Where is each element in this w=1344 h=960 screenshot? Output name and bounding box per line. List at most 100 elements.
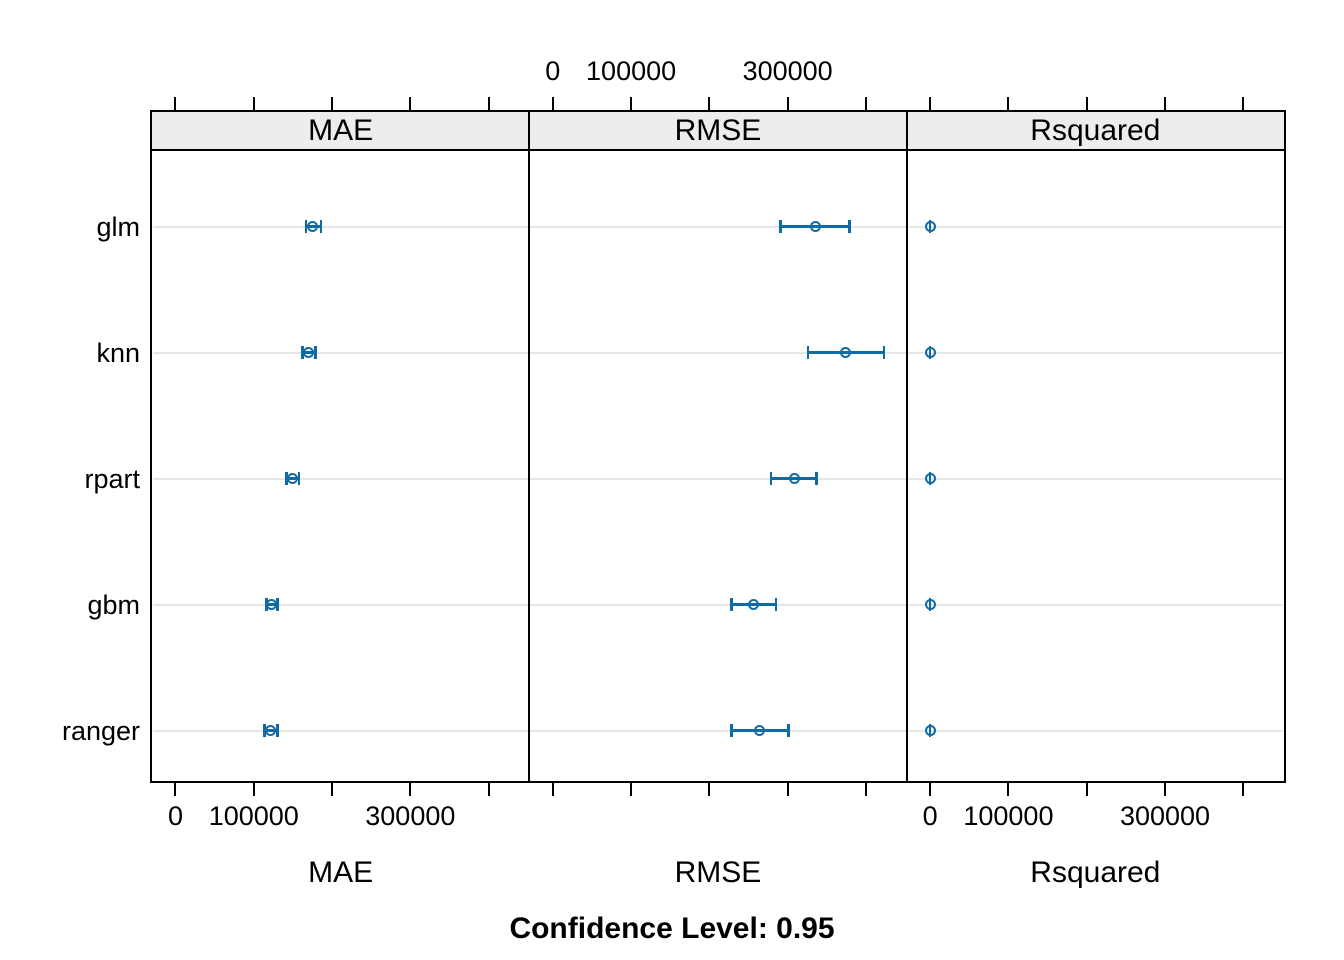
bottom-axis-tick (551, 783, 554, 796)
ci-cap-upper (297, 472, 301, 486)
strip-MAE: MAE (308, 114, 374, 147)
top-axis-tick-label: 100000 (586, 56, 677, 86)
ci-cap-upper (787, 724, 790, 738)
row-label-rpart: rpart (84, 463, 140, 494)
grid-row-line (907, 729, 1283, 732)
top-axis-tick (630, 97, 633, 111)
top-axis-tick (786, 97, 789, 111)
bottom-axis-tick-label: 0 (922, 801, 938, 831)
bottom-axis-tick-label: 300000 (365, 801, 456, 831)
panel-divider (528, 110, 531, 783)
ci-cap-upper (882, 346, 886, 360)
top-axis-tick (1007, 97, 1010, 111)
bottom-axis-tick (1242, 783, 1245, 796)
point-rpart-RMSE (789, 473, 801, 485)
grid-row-line (907, 603, 1283, 606)
top-axis-tick (252, 97, 255, 111)
ci-cap-upper (319, 220, 323, 234)
top-axis-tick-label: 300000 (742, 56, 833, 86)
point-glm-MAE (306, 221, 318, 233)
ci-cap-upper (815, 472, 818, 486)
bottom-axis-tick (708, 783, 711, 796)
ci-cap-lower (304, 220, 308, 234)
grid-row-line (907, 477, 1283, 480)
grid-row-line (530, 603, 906, 606)
panel-area-box (150, 149, 1286, 783)
ci-cap-lower (730, 598, 733, 612)
ci-cap-lower (285, 472, 288, 486)
grid-row-line (153, 477, 529, 480)
row-label-gbm: gbm (87, 589, 140, 620)
top-axis-tick (708, 97, 711, 111)
bottom-axis-tick (630, 783, 633, 796)
bottom-axis-tick (786, 783, 789, 796)
bottom-axis-tick (1007, 783, 1010, 796)
point-rpart-Rsquared (924, 473, 936, 485)
bottom-axis-tick-label: 0 (167, 801, 183, 831)
bottom-axis-tick (1164, 783, 1166, 796)
ci-cap-lower (779, 220, 782, 234)
axis-title-RMSE: RMSE (674, 856, 762, 889)
grid-row-line (153, 225, 529, 228)
point-knn-RMSE (840, 347, 852, 359)
grid-row-line (530, 729, 906, 732)
bottom-axis-tick-label: 100000 (963, 801, 1054, 831)
bottom-axis-tick-label: 300000 (1119, 801, 1211, 831)
axis-title-Rsquared: Rsquared (1030, 856, 1161, 889)
axis-title-MAE: MAE (308, 856, 374, 889)
point-ranger-Rsquared (924, 725, 936, 737)
ci-cap-upper (276, 598, 279, 612)
point-gbm-MAE (266, 599, 278, 611)
grid-row-line (907, 351, 1283, 354)
top-axis-tick (551, 97, 554, 111)
ci-cap-lower (769, 472, 773, 486)
point-glm-Rsquared (924, 221, 936, 233)
point-ranger-RMSE (753, 725, 765, 737)
top-axis-tick (1085, 97, 1088, 111)
grid-row-line (153, 603, 529, 606)
grid-row-line (530, 477, 906, 480)
bottom-axis-tick (487, 783, 490, 796)
row-label-ranger: ranger (61, 715, 140, 746)
top-axis-tick (1164, 97, 1166, 111)
grid-row-line (153, 351, 529, 354)
row-label-glm: glm (96, 211, 140, 242)
bottom-axis-tick (252, 783, 255, 796)
bottom-axis-tick (1085, 783, 1088, 796)
confidence-level-title: Confidence Level: 0.95 (509, 912, 835, 945)
panel-divider (905, 110, 908, 783)
grid-row-line (153, 729, 529, 732)
strip-Rsquared: Rsquared (1030, 114, 1161, 147)
grid-row-line (907, 225, 1283, 228)
ci-cap-lower (301, 346, 304, 360)
top-axis-tick-label: 0 (545, 56, 561, 86)
grid-row-line (530, 225, 906, 228)
top-axis-tick (409, 97, 412, 111)
strip-RMSE: RMSE (674, 114, 762, 147)
top-axis-tick (864, 97, 867, 111)
bottom-axis-tick (409, 783, 412, 796)
ci-cap-upper (276, 724, 279, 738)
top-axis-tick (929, 97, 932, 111)
top-axis-tick (331, 97, 334, 111)
point-rpart-MAE (287, 473, 299, 485)
row-label-knn: knn (96, 337, 140, 368)
bottom-axis-tick (929, 783, 932, 796)
point-gbm-Rsquared (924, 599, 936, 611)
ci-cap-upper (774, 598, 778, 612)
point-glm-RMSE (810, 221, 822, 233)
point-ranger-MAE (265, 725, 277, 737)
point-knn-MAE (303, 347, 315, 359)
ci-cap-upper (314, 346, 317, 360)
ci-cap-lower (263, 724, 266, 738)
top-axis-tick (174, 97, 177, 111)
bottom-axis-tick-label: 100000 (208, 801, 299, 831)
top-axis-tick (1242, 97, 1245, 111)
ci-cap-lower (730, 724, 733, 738)
bottom-axis-tick (331, 783, 334, 796)
point-gbm-RMSE (747, 599, 759, 611)
bottom-axis-tick (864, 783, 867, 796)
point-knn-Rsquared (924, 347, 936, 359)
grid-row-line (530, 351, 906, 354)
